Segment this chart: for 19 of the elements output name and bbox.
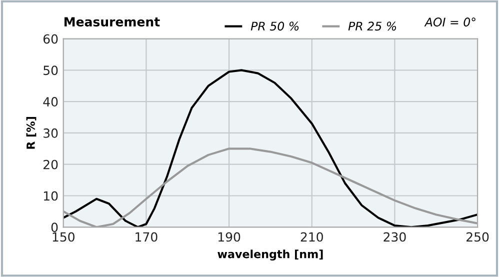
y-tick-label: 50 [44,66,58,76]
text: AOI = 0° [424,18,476,26]
x-tick-label: 230 [384,232,406,242]
y-tick-label: 60 [43,34,58,44]
x-tick-label: 250 [466,232,489,242]
x-tick-label: 210 [300,232,323,242]
x-tick-label: 150 [52,232,74,242]
legend-label: PR 50 % [250,22,299,31]
y-tick-label: 10 [44,191,58,201]
x-axis-title: wavelength [nm] [218,250,323,260]
y-tick-label: 20 [44,160,58,170]
chart-title: Measurement [64,17,160,26]
y-tick-label: 30 [44,128,58,138]
x-tick-label: 170 [136,232,158,242]
y-tick-label: 0 [51,222,58,232]
legend-label: PR 25 % [348,22,396,31]
y-axis-title: R [%] [26,117,36,149]
y-tick-label: 40 [43,97,58,106]
x-tick-label: 190 [218,232,240,242]
